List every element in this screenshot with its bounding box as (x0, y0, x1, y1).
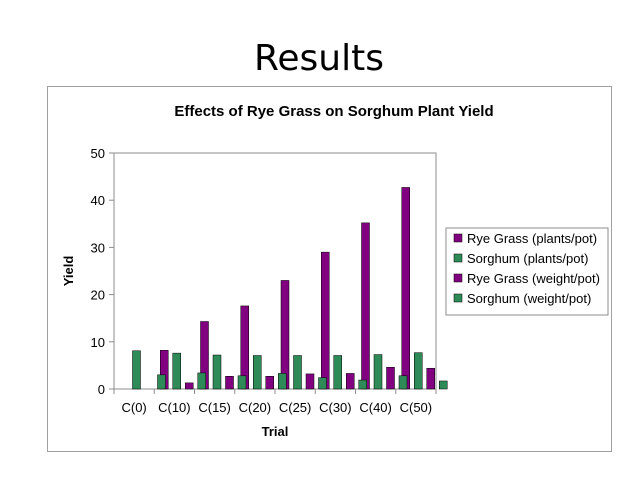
x-tick-label: C(0) (121, 400, 146, 415)
bar-4-7 (398, 375, 408, 390)
bar-4-2 (197, 372, 206, 390)
x-tick-label: C(20) (239, 400, 272, 415)
bar-3-2 (185, 382, 194, 390)
y-tick-label: 20 (91, 288, 105, 303)
bar-3-7 (386, 367, 395, 390)
y-axis-label: Yield (61, 256, 76, 287)
legend-swatch (453, 233, 463, 243)
legend-label: Rye Grass (weight/pot) (467, 271, 600, 286)
x-tick-label: C(25) (279, 400, 312, 415)
legend-swatch (453, 273, 463, 283)
bar-4-3 (237, 375, 247, 390)
bar-3-8 (426, 367, 435, 390)
bar-3-6 (346, 373, 355, 390)
bar-2-4 (253, 355, 262, 390)
chart-title: Effects of Rye Grass on Sorghum Plant Yi… (174, 103, 493, 120)
plot-area (113, 152, 437, 390)
bar-2-8 (414, 352, 423, 390)
bar-4-4 (278, 373, 287, 390)
legend-label: Sorghum (weight/pot) (467, 291, 591, 306)
bars (132, 187, 448, 390)
x-axis-label: Trial (262, 424, 289, 439)
y-tick-label: 0 (98, 382, 105, 397)
legend-box (445, 227, 609, 316)
bar-2-1 (132, 350, 141, 390)
bar-3-5 (305, 373, 315, 390)
bar-4-6 (358, 379, 367, 390)
bar-2-6 (333, 355, 342, 390)
x-tick-label: C(30) (319, 400, 352, 415)
x-tick-label: C(10) (158, 400, 191, 415)
x-tick-label: C(15) (198, 400, 231, 415)
bar-4-5 (318, 377, 327, 390)
legend-swatch (453, 253, 463, 263)
bar-2-5 (293, 355, 302, 390)
bar-2-3 (212, 354, 222, 390)
x-tick-label: C(50) (400, 400, 433, 415)
bar-1-7 (361, 222, 370, 390)
bar-1-6 (321, 251, 330, 390)
bar-1-5 (280, 280, 290, 390)
legend-swatch (453, 293, 463, 303)
bar-2-7 (373, 354, 383, 390)
x-tick-label: C(40) (359, 400, 392, 415)
y-tick-label: 10 (91, 335, 105, 350)
y-tick-label: 40 (91, 193, 105, 208)
bar-1-8 (401, 187, 410, 390)
legend-label: Sorghum (plants/pot) (467, 251, 588, 266)
x-axis: C(0) C(10) C(15) C(20) C(25) C(30) C(40) C(50) (113, 389, 437, 415)
bar-3-3 (225, 376, 234, 390)
bar-4-8 (439, 380, 448, 390)
y-tick-label: 50 (91, 146, 105, 161)
y-tick-label: 30 (91, 240, 105, 255)
bar-4-1 (157, 374, 166, 390)
chart-frame: Effects of Rye Grass on Sorghum Plant Yi… (47, 86, 612, 452)
legend-label: Rye Grass (plants/pot) (467, 231, 597, 246)
y-axis: 0 10 20 30 40 50 (91, 146, 115, 397)
bar-chart: Effects of Rye Grass on Sorghum Plant Yi… (61, 103, 609, 439)
legend: Rye Grass (plants/pot) Sorghum (plants/po… (445, 227, 609, 316)
bar-2-2 (172, 352, 181, 390)
slide-title: Results (254, 38, 384, 79)
bar-3-4 (265, 376, 274, 390)
